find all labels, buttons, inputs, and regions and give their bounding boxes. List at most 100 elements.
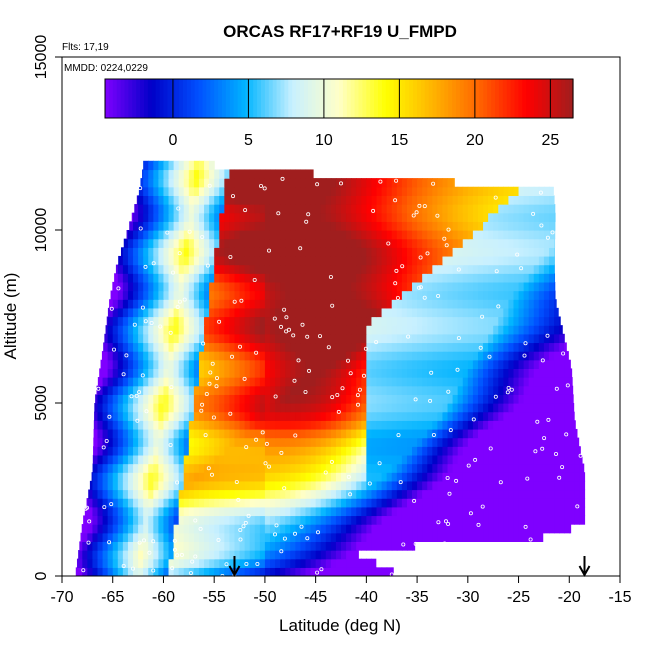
heatmap-cell	[518, 316, 525, 326]
heatmap-cell	[193, 394, 200, 404]
heatmap-cell	[269, 204, 276, 214]
heatmap-cell	[315, 437, 322, 447]
heatmap-cell	[239, 541, 246, 551]
heatmap-cell	[361, 281, 367, 292]
data-point	[266, 248, 271, 253]
heatmap-cell	[102, 506, 109, 517]
heatmap-cell	[427, 368, 433, 378]
heatmap-cell	[543, 186, 550, 196]
heatmap-cell	[472, 359, 479, 369]
heatmap-cell	[198, 463, 205, 473]
heatmap-cell	[467, 342, 474, 352]
heatmap-cell	[391, 472, 398, 482]
heatmap-cell	[269, 342, 276, 352]
heatmap-cell	[193, 411, 200, 421]
heatmap-cell	[198, 506, 205, 517]
heatmap-cell	[310, 411, 317, 421]
heatmap-cell	[427, 532, 433, 542]
heatmap-cell	[559, 325, 563, 335]
heatmap-cell	[381, 351, 388, 361]
heatmap-cell	[183, 420, 190, 430]
heatmap-cell	[188, 325, 195, 335]
heatmap-cell	[422, 212, 428, 222]
heatmap-cell	[143, 238, 149, 248]
heatmap-cell	[153, 178, 159, 188]
heatmap-cell	[188, 472, 195, 482]
heatmap-cell	[107, 359, 114, 369]
heatmap-cell	[259, 307, 266, 318]
heatmap-cell	[97, 454, 104, 465]
heatmap-cell	[366, 230, 373, 240]
data-point	[188, 571, 193, 576]
heatmap-cell	[488, 489, 494, 499]
heatmap-cell	[396, 351, 403, 361]
heatmap-cell	[401, 247, 408, 257]
heatmap-cell	[366, 178, 373, 188]
heatmap-cell	[503, 524, 509, 534]
heatmap-cell	[351, 281, 357, 292]
heatmap-cell	[188, 385, 195, 395]
heatmap-cell	[178, 186, 185, 196]
heatmap-cell	[269, 281, 276, 292]
heatmap-cell	[193, 299, 200, 309]
heatmap-cell	[127, 489, 134, 499]
heatmap-cell	[543, 316, 550, 326]
heatmap-cell	[498, 428, 504, 439]
heatmap-cell	[204, 290, 210, 300]
heatmap-cell	[204, 558, 210, 568]
heatmap-cell	[315, 489, 322, 499]
heatmap-cell	[472, 368, 479, 378]
heatmap-cell	[127, 532, 134, 542]
heatmap-cell	[325, 463, 332, 473]
heatmap-cell	[569, 480, 575, 491]
heatmap-cell	[341, 204, 347, 214]
heatmap-cell	[239, 195, 246, 205]
heatmap-cell	[198, 351, 205, 361]
heatmap-cell	[477, 186, 484, 196]
heatmap-cell	[254, 316, 261, 326]
heatmap-cell	[198, 290, 205, 300]
data-point	[429, 370, 434, 375]
data-point	[493, 195, 498, 200]
heatmap-cell	[559, 316, 561, 326]
data-point	[540, 358, 545, 363]
heatmap-cell	[371, 524, 378, 534]
heatmap-cell	[493, 221, 499, 231]
heatmap-cell	[386, 195, 393, 205]
heatmap-cell	[493, 454, 499, 465]
heatmap-cell	[381, 186, 388, 196]
heatmap-cell	[356, 489, 362, 499]
heatmap-cell	[351, 195, 357, 205]
heatmap-cell	[310, 359, 317, 369]
heatmap-cell	[254, 472, 261, 482]
heatmap-cell	[214, 325, 220, 335]
heatmap-cell	[188, 212, 195, 222]
heatmap-cell	[452, 230, 459, 240]
heatmap-cell	[168, 307, 175, 318]
heatmap-cell	[244, 437, 251, 447]
heatmap-cell	[325, 532, 332, 542]
heatmap-cell	[341, 506, 347, 517]
heatmap-cell	[249, 264, 256, 274]
heatmap-cell	[417, 273, 423, 283]
heatmap-cell	[285, 351, 291, 361]
data-point	[168, 330, 173, 335]
heatmap-cell	[417, 420, 423, 430]
heatmap-cell	[341, 212, 347, 222]
heatmap-cell	[239, 264, 246, 274]
heatmap-cell	[275, 532, 281, 542]
heatmap-cell	[472, 411, 479, 421]
heatmap-cell	[508, 480, 515, 491]
heatmap-cell	[548, 333, 555, 344]
heatmap-cell	[533, 403, 540, 413]
heatmap-cell	[533, 212, 540, 222]
heatmap-cell	[127, 411, 134, 421]
heatmap-cell	[163, 480, 170, 491]
heatmap-cell	[264, 178, 271, 188]
heatmap-cell	[518, 264, 525, 274]
heatmap-cell	[285, 394, 291, 404]
heatmap-cell	[346, 377, 352, 387]
heatmap-cell	[234, 264, 241, 274]
heatmap-cell	[285, 506, 291, 517]
heatmap-cell	[498, 273, 504, 283]
